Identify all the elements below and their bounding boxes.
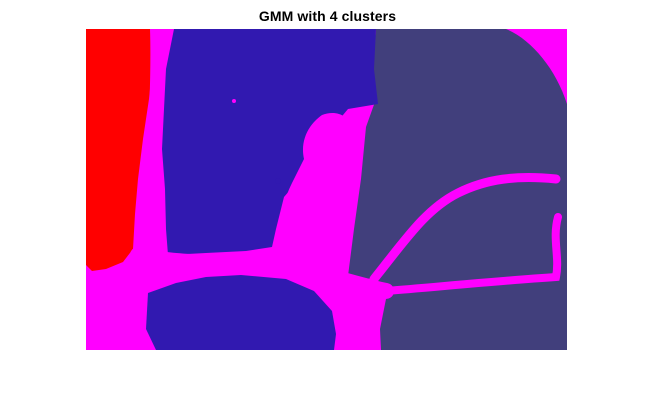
speck-magenta — [232, 99, 236, 103]
speck-blue — [275, 178, 281, 184]
region-magenta-trunk — [142, 29, 163, 267]
region-magenta-branch-lower — [130, 247, 394, 299]
region-red-left — [86, 29, 156, 271]
plot-title: GMM with 4 clusters — [258, 8, 397, 24]
region-magenta-branch-upper — [369, 173, 561, 284]
segmentation-image — [86, 29, 567, 350]
region-magenta-bird — [278, 113, 358, 288]
region-blue-upper — [162, 29, 378, 255]
region-magenta-branch-right — [382, 213, 562, 295]
region-blue-lower — [146, 275, 336, 350]
